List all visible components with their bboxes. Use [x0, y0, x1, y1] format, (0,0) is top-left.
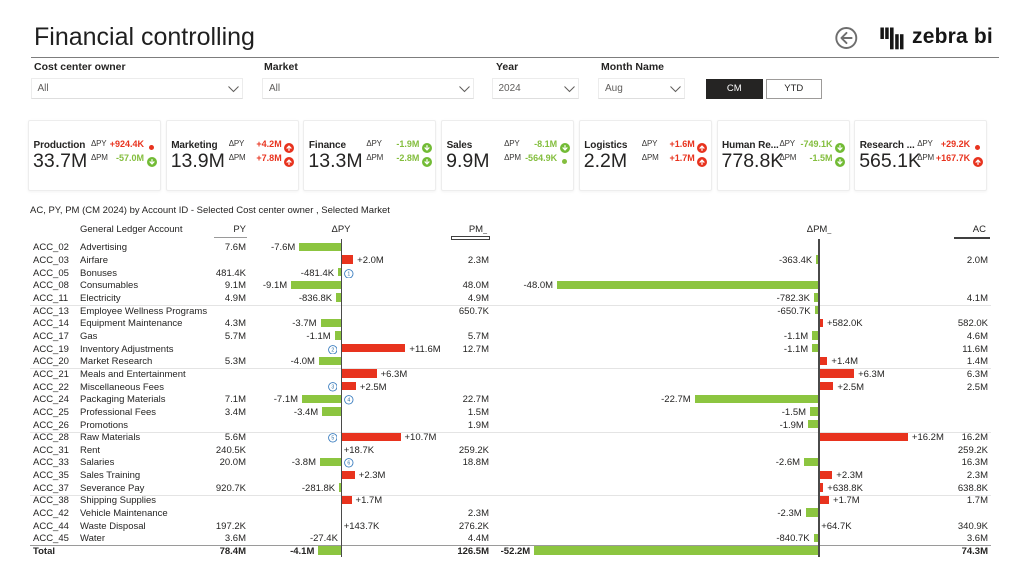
svg-text:6: 6	[348, 461, 351, 467]
svg-text:4: 4	[348, 398, 351, 404]
svg-text:3: 3	[331, 385, 334, 391]
svg-text:5: 5	[331, 436, 334, 442]
svg-text:2: 2	[331, 347, 334, 353]
svg-text:1: 1	[348, 271, 351, 277]
